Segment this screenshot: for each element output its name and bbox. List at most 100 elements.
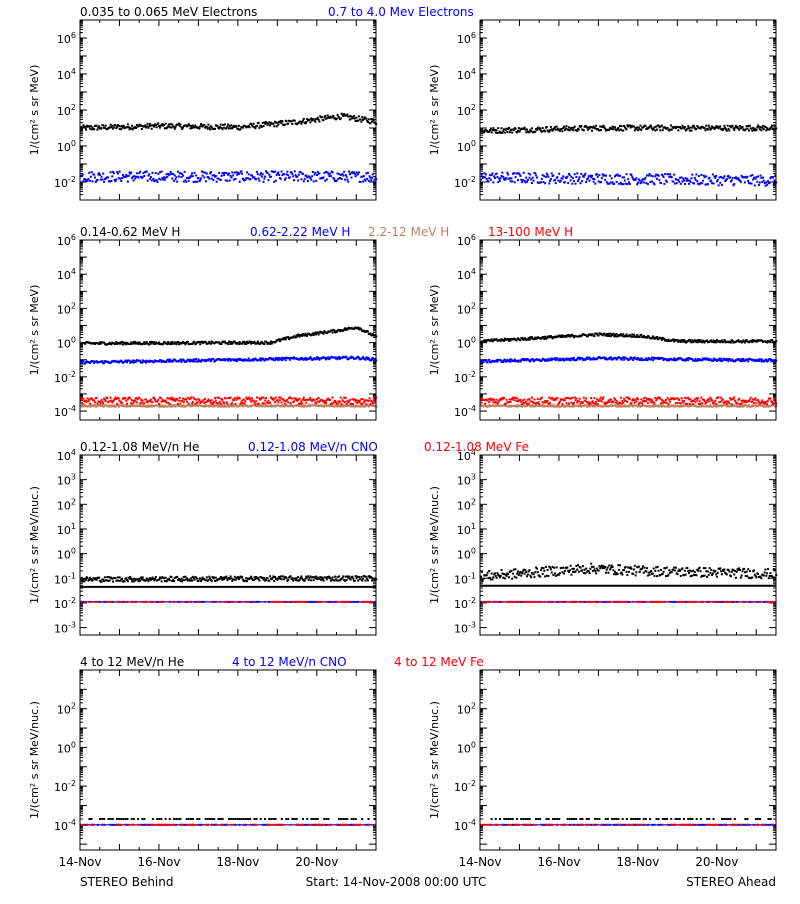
data-point bbox=[98, 125, 100, 127]
data-point bbox=[556, 397, 558, 399]
data-point bbox=[138, 177, 140, 179]
data-point bbox=[138, 397, 140, 399]
data-point bbox=[527, 179, 529, 181]
y-tick-label: 102 bbox=[57, 301, 76, 316]
data-point bbox=[330, 175, 332, 177]
data-point bbox=[660, 182, 662, 184]
data-point bbox=[671, 176, 673, 178]
data-point bbox=[721, 339, 723, 341]
data-point bbox=[508, 127, 510, 129]
data-point bbox=[727, 360, 729, 362]
data-point bbox=[341, 178, 343, 180]
data-point bbox=[686, 178, 688, 180]
data-point bbox=[139, 171, 141, 173]
data-point bbox=[371, 177, 373, 179]
data-point bbox=[672, 181, 674, 183]
data-point bbox=[89, 180, 91, 182]
data-point bbox=[763, 180, 765, 182]
data-point bbox=[680, 183, 682, 185]
data-point bbox=[486, 178, 488, 180]
data-point bbox=[700, 174, 702, 176]
data-point bbox=[677, 129, 679, 131]
data-point bbox=[740, 181, 742, 183]
data-point bbox=[352, 403, 354, 405]
data-point bbox=[241, 173, 243, 175]
data-point bbox=[592, 400, 594, 402]
data-point bbox=[234, 397, 236, 399]
data-point bbox=[329, 399, 331, 401]
data-point bbox=[654, 175, 656, 177]
data-point bbox=[691, 174, 693, 176]
data-point bbox=[263, 181, 265, 183]
data-point bbox=[360, 121, 362, 123]
data-point bbox=[616, 181, 618, 183]
data-point bbox=[220, 124, 222, 126]
y-tick-label: 10-4 bbox=[54, 404, 76, 419]
data-point bbox=[597, 176, 599, 178]
data-point bbox=[92, 180, 94, 182]
data-point bbox=[216, 125, 218, 127]
data-point bbox=[562, 175, 564, 177]
data-point bbox=[203, 176, 205, 178]
data-point bbox=[575, 183, 577, 185]
data-point bbox=[226, 127, 228, 129]
data-point bbox=[698, 175, 700, 177]
data-point bbox=[511, 132, 513, 134]
data-point bbox=[203, 124, 205, 126]
data-point bbox=[143, 175, 145, 177]
data-point bbox=[519, 131, 521, 133]
data-point bbox=[362, 181, 364, 183]
data-point bbox=[96, 403, 98, 405]
data-point bbox=[732, 358, 734, 360]
data-point bbox=[767, 180, 769, 182]
data-point bbox=[368, 180, 370, 182]
data-point bbox=[497, 127, 499, 129]
data-point bbox=[323, 176, 325, 178]
data-point bbox=[582, 402, 584, 404]
data-point bbox=[196, 181, 198, 183]
data-point bbox=[690, 181, 692, 183]
data-point bbox=[126, 403, 128, 405]
data-point bbox=[710, 180, 712, 182]
data-point bbox=[293, 401, 295, 403]
data-point bbox=[220, 179, 222, 181]
data-point bbox=[365, 403, 367, 405]
data-point bbox=[218, 172, 220, 174]
data-point bbox=[233, 399, 235, 401]
data-point bbox=[506, 131, 508, 133]
data-point bbox=[360, 119, 362, 121]
data-point bbox=[346, 179, 348, 181]
data-point bbox=[505, 178, 507, 180]
data-point bbox=[297, 180, 299, 182]
data-point bbox=[544, 130, 546, 132]
data-point bbox=[531, 397, 533, 399]
data-point bbox=[755, 178, 757, 180]
data-point bbox=[171, 178, 173, 180]
data-point bbox=[528, 403, 530, 405]
data-point bbox=[291, 398, 293, 400]
data-point bbox=[141, 128, 143, 130]
data-point bbox=[637, 182, 639, 184]
data-point bbox=[488, 359, 490, 361]
data-point bbox=[272, 123, 274, 125]
data-point bbox=[575, 176, 577, 178]
data-point bbox=[600, 181, 602, 183]
data-point bbox=[570, 179, 572, 181]
data-point bbox=[744, 342, 746, 344]
data-point bbox=[166, 361, 168, 363]
data-point bbox=[232, 174, 234, 176]
data-point bbox=[555, 182, 557, 184]
data-point bbox=[525, 177, 527, 179]
data-point bbox=[579, 398, 581, 400]
data-point bbox=[717, 179, 719, 181]
data-point bbox=[519, 339, 521, 341]
data-point bbox=[99, 401, 101, 403]
data-point bbox=[277, 399, 279, 401]
data-point bbox=[501, 172, 503, 174]
data-point bbox=[110, 171, 112, 173]
data-point bbox=[277, 171, 279, 173]
data-point bbox=[523, 172, 525, 174]
data-point bbox=[165, 123, 167, 125]
data-point bbox=[360, 181, 362, 183]
data-point bbox=[231, 171, 233, 173]
